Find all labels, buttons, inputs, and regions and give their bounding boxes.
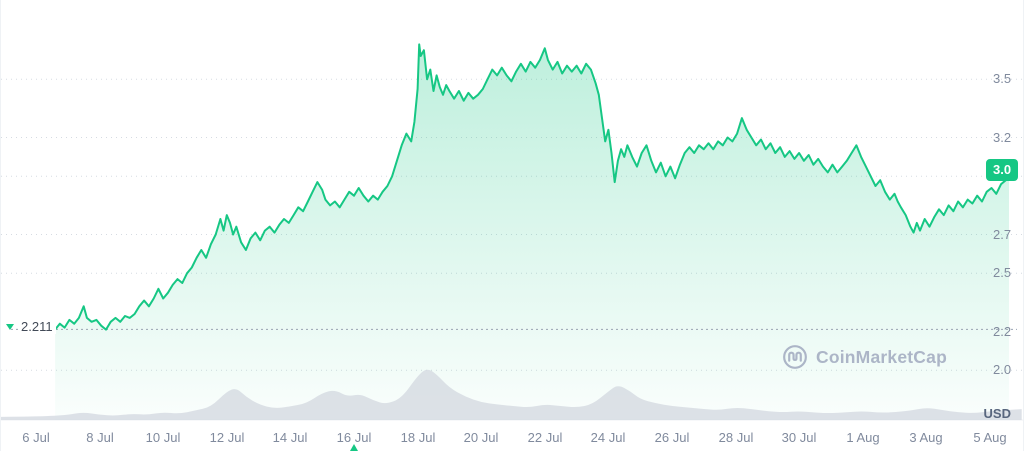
price-line: [54, 43, 1010, 331]
timeline-marker-icon: [350, 444, 358, 451]
watermark-text: CoinMarketCap: [816, 346, 947, 367]
volume-area: [1, 369, 1022, 420]
all-time-low-annotation: 2.211: [6, 319, 56, 334]
min-price-label: 2.211: [18, 319, 56, 334]
coinmarketcap-logo-icon: [783, 345, 807, 369]
low-arrow-icon: [6, 323, 14, 330]
price-area-fill: [55, 44, 1010, 421]
coinmarketcap-watermark: CoinMarketCap: [782, 344, 947, 370]
currency-label: USD: [983, 406, 1011, 421]
current-price-badge: 3.0: [986, 159, 1019, 181]
